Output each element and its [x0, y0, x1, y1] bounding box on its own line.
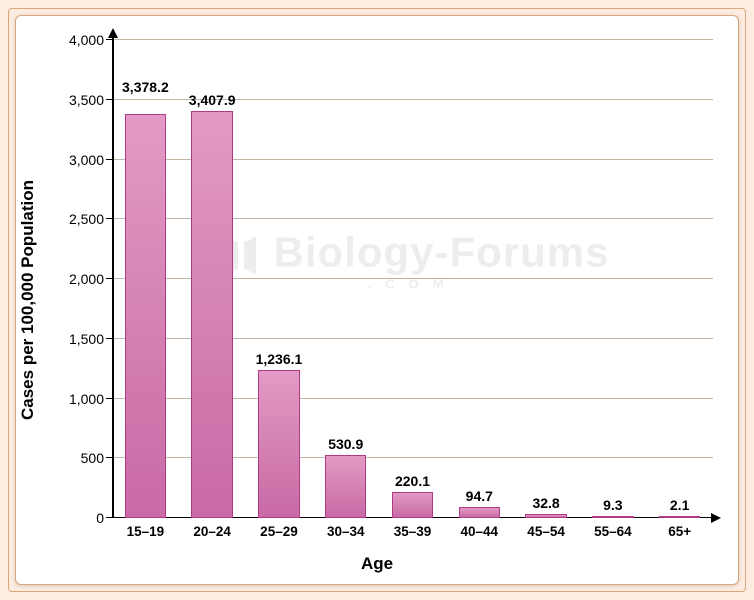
chart-container: Cases per 100,000 Population Age Biology… — [15, 15, 739, 585]
y-tick-mark — [106, 278, 112, 279]
bar-value-label: 1,236.1 — [256, 351, 303, 367]
y-tick-label: 0 — [54, 510, 104, 526]
y-axis-arrow-icon — [108, 28, 118, 38]
x-tick-label: 15–19 — [127, 524, 165, 539]
bar: 3,378.2 — [125, 114, 166, 518]
y-tick-mark — [106, 99, 112, 100]
y-tick-mark — [106, 457, 112, 458]
x-tick-label: 40–44 — [461, 524, 499, 539]
bar-slot: 220.135–39 — [379, 40, 446, 518]
bar: 2.1 — [659, 516, 700, 518]
y-tick-mark — [106, 338, 112, 339]
y-tick-label: 500 — [54, 450, 104, 466]
bars-group: 3,378.215–193,407.920–241,236.125–29530.… — [112, 40, 713, 518]
x-tick-label: 25–29 — [260, 524, 298, 539]
y-tick-mark — [106, 159, 112, 160]
bar: 32.8 — [525, 514, 566, 518]
bar: 3,407.9 — [191, 111, 232, 518]
bar-value-label: 530.9 — [328, 436, 363, 452]
y-tick-mark — [106, 39, 112, 40]
bar-slot: 3,378.215–19 — [112, 40, 179, 518]
x-tick-label: 65+ — [668, 524, 691, 539]
bar: 530.9 — [325, 455, 366, 518]
x-tick-label: 30–34 — [327, 524, 365, 539]
y-tick-label: 1,500 — [54, 331, 104, 347]
x-tick-label: 20–24 — [193, 524, 231, 539]
bar: 220.1 — [392, 492, 433, 518]
bar-slot: 530.930–34 — [312, 40, 379, 518]
mid-frame: Cases per 100,000 Population Age Biology… — [8, 8, 746, 592]
bar-value-label: 2.1 — [670, 497, 689, 513]
y-tick-label: 1,000 — [54, 391, 104, 407]
y-tick-label: 2,500 — [54, 211, 104, 227]
y-tick-mark — [106, 218, 112, 219]
y-tick-mark — [106, 398, 112, 399]
bar: 94.7 — [459, 507, 500, 518]
y-tick-label: 2,000 — [54, 271, 104, 287]
x-axis-label: Age — [361, 554, 393, 574]
bar-value-label: 32.8 — [532, 495, 559, 511]
y-axis-label: Cases per 100,000 Population — [18, 180, 38, 420]
bar: 1,236.1 — [258, 370, 299, 518]
bar-value-label: 3,378.2 — [122, 79, 169, 95]
bar-slot: 2.165+ — [646, 40, 713, 518]
outer-frame: Cases per 100,000 Population Age Biology… — [0, 0, 754, 600]
bar-slot: 9.355–64 — [579, 40, 646, 518]
bar: 9.3 — [592, 516, 633, 518]
y-tick-label: 4,000 — [54, 32, 104, 48]
bar-value-label: 220.1 — [395, 473, 430, 489]
x-tick-label: 55–64 — [594, 524, 632, 539]
bar-slot: 32.845–54 — [513, 40, 580, 518]
bar-slot: 3,407.920–24 — [179, 40, 246, 518]
y-tick-label: 3,000 — [54, 152, 104, 168]
bar-value-label: 94.7 — [466, 488, 493, 504]
x-tick-label: 35–39 — [394, 524, 432, 539]
bar-value-label: 3,407.9 — [189, 92, 236, 108]
bar-slot: 94.740–44 — [446, 40, 513, 518]
y-tick-mark — [106, 517, 112, 518]
y-tick-label: 3,500 — [54, 92, 104, 108]
x-tick-label: 45–54 — [527, 524, 565, 539]
bar-slot: 1,236.125–29 — [246, 40, 313, 518]
plot-area: Biology-Forums .COM 3,378.215–193,407.92… — [112, 40, 713, 518]
bar-value-label: 9.3 — [603, 497, 622, 513]
